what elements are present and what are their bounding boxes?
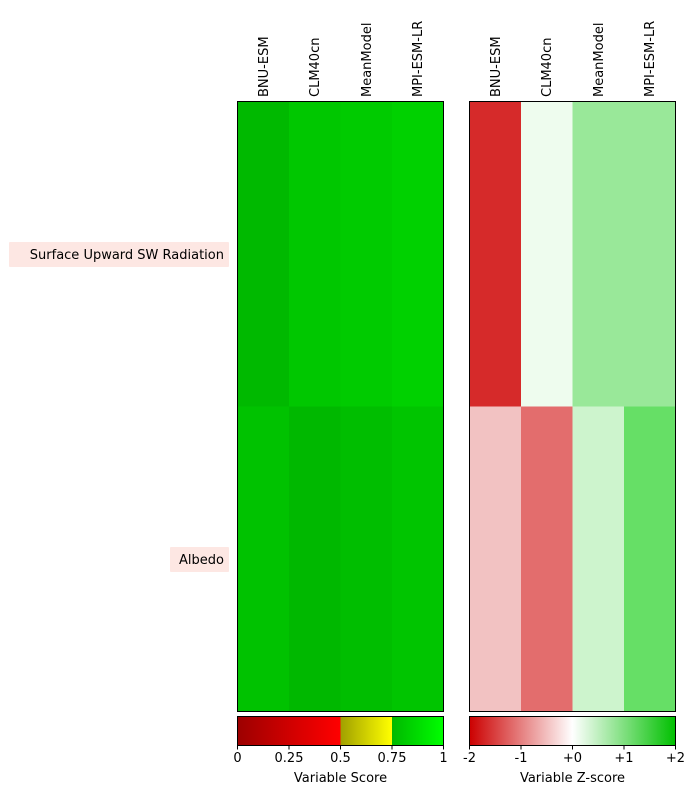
zscore-colorbar: -2 -1 +0 +1 +2 Variable Z-score xyxy=(463,716,685,786)
score-tick-label: 0.25 xyxy=(275,751,304,766)
row-label-bg xyxy=(9,242,229,267)
zscore-cell xyxy=(469,101,522,407)
row-label-0: Surface Upward SW Radiation xyxy=(9,242,229,267)
zscore-cell xyxy=(624,406,676,712)
score-colorbar-ticks: 0 0.25 0.5 0.75 1 xyxy=(233,745,448,766)
score-col-label: BNU-ESM xyxy=(257,36,272,97)
zscore-cell xyxy=(469,406,522,712)
score-heatmap: BNU-ESM CLM40cn MeanModel MPI-ESM-LR xyxy=(237,21,444,712)
score-cell xyxy=(340,406,393,712)
score-col-label: MPI-ESM-LR xyxy=(411,21,426,97)
zscore-heatmap-border xyxy=(469,101,676,712)
zscore-tick-label: +1 xyxy=(614,751,633,766)
row-label-bg xyxy=(170,547,229,572)
score-col-label: CLM40cn xyxy=(308,38,323,97)
zscore-cell xyxy=(521,406,573,712)
score-tick-label: 0 xyxy=(233,751,241,766)
score-tick-label: 1 xyxy=(439,751,447,766)
zscore-tick-label: +2 xyxy=(666,751,685,766)
score-colorbar: 0 0.25 0.5 0.75 1 Variable Score xyxy=(233,716,448,786)
score-column-labels: BNU-ESM CLM40cn MeanModel MPI-ESM-LR xyxy=(257,21,426,97)
score-cell xyxy=(237,101,290,407)
zscore-heatmap: BNU-ESM CLM40cn MeanModel MPI-ESM-LR xyxy=(469,21,676,712)
zscore-col-label: BNU-ESM xyxy=(489,36,504,97)
score-cell xyxy=(392,406,444,712)
zscore-colorbar-label: Variable Z-score xyxy=(520,771,625,786)
score-cell xyxy=(237,406,290,712)
score-tick-label: 0.5 xyxy=(330,751,351,766)
score-cells xyxy=(237,101,444,712)
score-colorbar-gradient xyxy=(237,716,444,746)
row-label-text: Surface Upward SW Radiation xyxy=(30,248,224,263)
score-tick-label: 0.75 xyxy=(378,751,407,766)
zscore-cell xyxy=(521,101,573,407)
zscore-cell xyxy=(624,101,676,407)
zscore-col-label: MPI-ESM-LR xyxy=(643,21,658,97)
score-heatmap-border xyxy=(237,101,444,712)
zscore-tick-label: -2 xyxy=(463,751,476,766)
zscore-colorbar-ticks: -2 -1 +0 +1 +2 xyxy=(463,745,685,766)
score-cell xyxy=(340,101,393,407)
zscore-column-labels: BNU-ESM CLM40cn MeanModel MPI-ESM-LR xyxy=(489,21,658,97)
zscore-colorbar-gradient xyxy=(469,716,676,746)
zscore-cell xyxy=(572,101,625,407)
score-col-label: MeanModel xyxy=(360,23,375,97)
zscore-tick-label: +0 xyxy=(563,751,582,766)
zscore-col-label: CLM40cn xyxy=(540,38,555,97)
score-cell xyxy=(289,406,341,712)
zscore-tick-label: -1 xyxy=(515,751,528,766)
zscore-cells xyxy=(469,101,676,712)
zscore-col-label: MeanModel xyxy=(592,23,607,97)
zscore-cell xyxy=(572,406,625,712)
row-label-text: Albedo xyxy=(179,553,224,568)
score-cell xyxy=(289,101,341,407)
score-cell xyxy=(392,101,444,407)
score-colorbar-label: Variable Score xyxy=(294,771,387,786)
row-label-1: Albedo xyxy=(170,547,229,572)
